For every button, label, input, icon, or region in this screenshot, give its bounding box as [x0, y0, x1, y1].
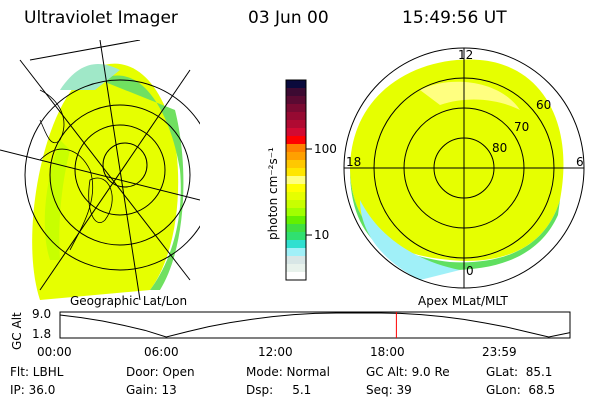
altitude-ytick-low: 1.8 — [32, 327, 52, 341]
colorbar-band — [286, 144, 306, 153]
colorbar-band — [286, 88, 306, 97]
colorbar — [286, 80, 306, 281]
colorbar-band — [286, 168, 306, 177]
colorbar-band — [286, 208, 306, 217]
glat-status: GLat: 85.1 — [486, 365, 553, 379]
geographic-map — [0, 40, 200, 300]
xtick-0600: 06:00 — [144, 345, 179, 359]
colorbar-band — [286, 96, 306, 105]
colorbar-band — [286, 160, 306, 169]
lat-label-60: 60 — [536, 98, 552, 112]
colorbar-tick-label-10: 10 — [314, 228, 330, 242]
polar-grid — [343, 47, 585, 289]
colorbar-band — [286, 200, 306, 209]
mlt-label-18: 18 — [346, 155, 362, 169]
colorbar-band — [286, 216, 306, 225]
gc-alt-status: GC Alt: 9.0 Re — [366, 365, 450, 379]
colorbar-band — [286, 272, 306, 281]
left-panel-caption: Geographic Lat/Lon — [70, 294, 188, 308]
time-label: 15:49:56 UT — [402, 8, 507, 28]
colorbar-band — [286, 176, 306, 185]
colorbar-band — [286, 112, 306, 121]
xtick-1800: 18:00 — [370, 345, 405, 359]
altitude-ytick-high: 9.0 — [32, 307, 52, 321]
colorbar-band — [286, 136, 306, 145]
xtick-2359: 23:59 — [482, 345, 517, 359]
colorbar-band — [286, 240, 306, 249]
filter-status: Flt: LBHL — [10, 365, 64, 379]
mlt-label-12: 12 — [458, 48, 474, 62]
instrument-title: Ultraviolet Imager — [24, 8, 178, 28]
colorbar-band — [286, 184, 306, 193]
colorbar-band — [286, 128, 306, 137]
date-label: 03 Jun 00 — [248, 8, 329, 28]
door-status: Door: Open — [126, 365, 195, 379]
xtick-0000: 00:00 — [37, 345, 72, 359]
altitude-ylabel: GC Alt — [10, 312, 24, 350]
gain-status: Gain: 13 — [126, 383, 177, 397]
mlt-label-6: 6 — [576, 155, 584, 169]
dsp-status: Dsp: 5.1 — [246, 383, 312, 397]
right-panel-caption: Apex MLat/MLT — [418, 294, 508, 308]
colorbar-band — [286, 120, 306, 129]
xtick-1200: 12:00 — [258, 345, 293, 359]
colorbar-label: photon cm⁻²s⁻¹ — [266, 147, 280, 240]
seq-status: Seq: 39 — [366, 383, 412, 397]
altitude-plot-frame — [59, 311, 571, 339]
glon-status: GLon: 68.5 — [486, 383, 556, 397]
altitude-line — [59, 312, 571, 338]
colorbar-band — [286, 104, 306, 113]
colorbar-band — [286, 152, 306, 161]
colorbar-band — [286, 256, 306, 265]
mlt-label-0: 0 — [466, 264, 474, 278]
ip-status: IP: 36.0 — [10, 383, 56, 397]
colorbar-frame — [285, 79, 307, 281]
colorbar-band — [286, 264, 306, 273]
lat-label-70: 70 — [514, 120, 530, 134]
colorbar-tick-label-100: 100 — [314, 142, 337, 156]
colorbar-band — [286, 192, 306, 201]
polar-plot — [350, 59, 564, 280]
colorbar-band — [286, 224, 306, 233]
mode-status: Mode: Normal — [246, 365, 330, 379]
lat-label-80: 80 — [492, 141, 508, 155]
colorbar-band — [286, 248, 306, 257]
colorbar-band — [286, 80, 306, 89]
colorbar-band — [286, 232, 306, 241]
